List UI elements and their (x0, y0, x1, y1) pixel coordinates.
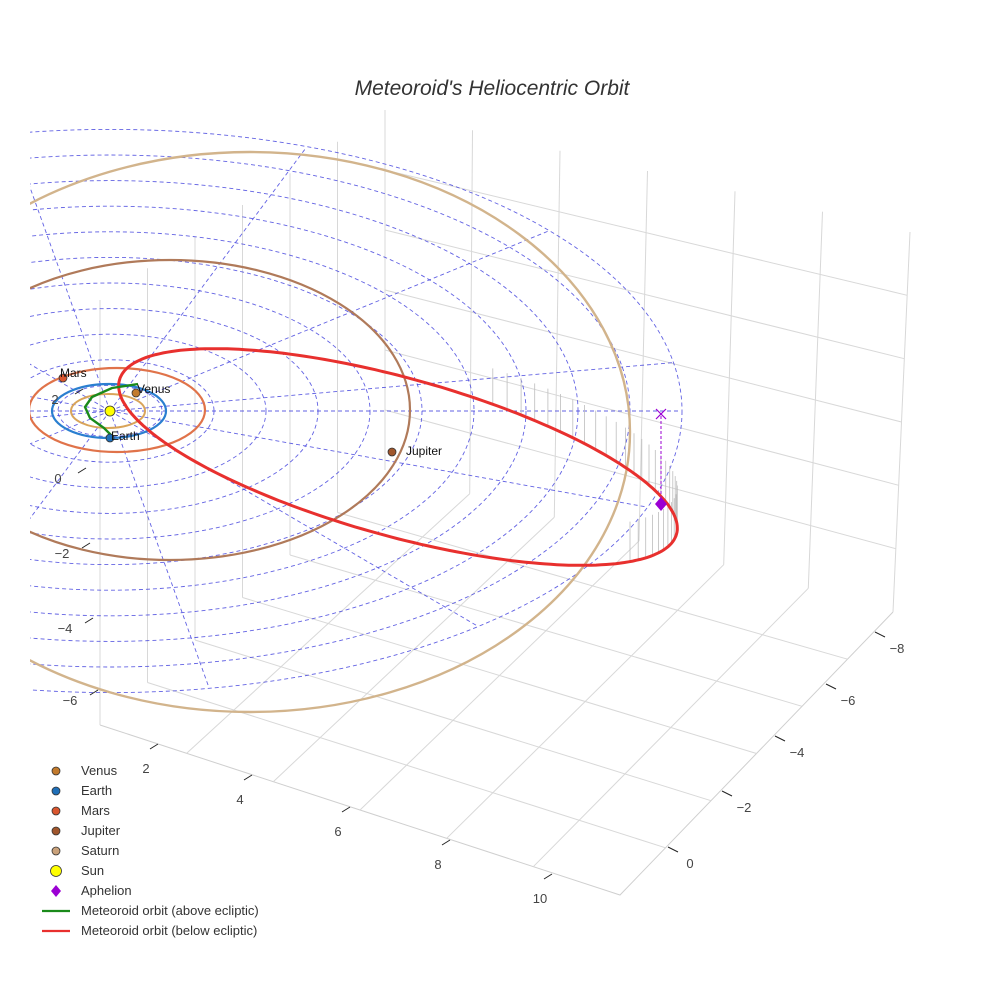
y-tick-label: −6 (841, 693, 856, 708)
legend-circle-swatch (50, 865, 62, 877)
orbit-venus (70, 393, 146, 429)
z-tick-label: −6 (63, 693, 78, 708)
legend-circle-swatch (51, 806, 61, 816)
z-tick-label: −4 (58, 621, 73, 636)
meteoroid-orbit-below (117, 347, 679, 567)
meteoroid-orbit-above (83, 382, 139, 437)
venus-marker (131, 388, 141, 398)
legend-item[interactable]: Earth (51, 783, 112, 798)
meteoroid-orbit (83, 347, 679, 567)
y-tick-label: −2 (737, 800, 752, 815)
x-tick-label: 4 (236, 792, 243, 807)
y-tick-label: 0 (686, 856, 693, 871)
y-tick-label: −8 (890, 641, 905, 656)
venus-label: Venus (137, 382, 170, 396)
jupiter-label: Jupiter (406, 444, 442, 458)
legend-item[interactable]: Mars (51, 803, 110, 818)
x-tick-label: 2 (142, 761, 149, 776)
jupiter-marker (387, 447, 397, 457)
earth-label: Earth (111, 429, 140, 443)
legend-item[interactable]: Sun (50, 863, 105, 878)
z-tick-label: 2 (51, 392, 58, 407)
mars-label: Mars (60, 366, 87, 380)
legend-item[interactable]: Saturn (51, 843, 119, 858)
earth-marker (105, 433, 115, 443)
legend-circle-swatch (51, 766, 61, 776)
mars-marker (58, 373, 68, 383)
z-tick-label: 0 (54, 471, 61, 486)
y-tick-label: −4 (790, 745, 805, 760)
legend-label: Meteoroid orbit (above ecliptic) (81, 903, 259, 918)
legend-item[interactable]: Meteoroid orbit (above ecliptic) (42, 903, 259, 918)
legend-label: Saturn (81, 843, 119, 858)
planet-orbits (30, 150, 632, 714)
legend-circle-swatch (51, 786, 61, 796)
z-tick-label: −2 (55, 546, 70, 561)
legend-item[interactable]: Jupiter (51, 823, 121, 838)
body-markers: Venus Earth Mars Jupiter (58, 366, 667, 511)
legend-label: Meteoroid orbit (below ecliptic) (81, 923, 257, 938)
x-tick-label: 10 (533, 891, 547, 906)
orbit-mars (30, 366, 207, 454)
sun-marker (104, 405, 116, 417)
ecliptic-grid (30, 129, 683, 693)
legend-label: Aphelion (81, 883, 132, 898)
orbit-saturn (30, 150, 632, 714)
legend-item[interactable]: Aphelion (51, 883, 132, 898)
meteoroid-droplines (492, 368, 678, 562)
x-tick-label: 8 (434, 857, 441, 872)
legend-diamond-swatch (51, 885, 61, 897)
legend-label: Mars (81, 803, 110, 818)
legend-circle-swatch (51, 826, 61, 836)
x-tick-label: 6 (334, 824, 341, 839)
legend-circle-swatch (51, 846, 61, 856)
legend-label: Jupiter (81, 823, 121, 838)
axis-ticks: 2 4 6 8 10 −8 −6 −4 −2 0 −6 −4 −2 0 2 (51, 388, 905, 906)
legend: Venus Earth Mars Jupiter Saturn Sun Aphelion Me… (42, 763, 259, 938)
chart-title: Meteoroid's Heliocentric Orbit (355, 77, 631, 100)
legend-item[interactable]: Meteoroid orbit (below ecliptic) (42, 923, 257, 938)
legend-label: Venus (81, 763, 118, 778)
legend-item[interactable]: Venus (51, 763, 118, 778)
legend-label: Earth (81, 783, 112, 798)
legend-label: Sun (81, 863, 104, 878)
orbit-jupiter (30, 258, 412, 562)
axis-box-grid (99, 110, 911, 896)
